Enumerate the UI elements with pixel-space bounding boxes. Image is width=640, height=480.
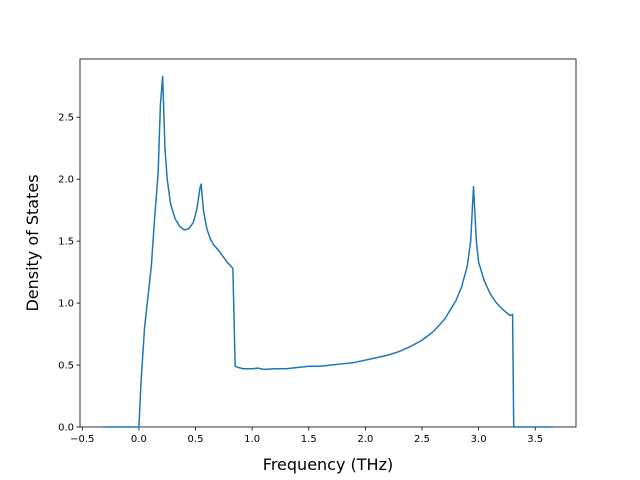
x-tick-label: 2.5 [414,434,430,445]
x-tick-label: 2.0 [357,434,373,445]
x-tick-label: 3.0 [471,434,487,445]
y-tick-label: 2.5 [58,113,74,124]
x-tick-label: 0.5 [188,434,204,445]
data-line [102,75,554,428]
x-tick-label: 3.5 [527,434,543,445]
y-tick-label: 1.0 [58,299,74,310]
y-tick-label: 0.5 [58,361,74,372]
x-tick-label: 1.0 [244,434,260,445]
y-tick-label: 1.5 [58,237,74,248]
x-tick-label: −0.5 [70,434,94,445]
y-tick-label: 2.0 [58,175,74,186]
plot-frame [79,58,577,428]
x-tick-label: 1.5 [301,434,317,445]
y-axis-label: Density of States [23,174,42,311]
x-axis-label: Frequency (THz) [263,455,393,474]
x-tick-label: 0.0 [131,434,147,445]
y-tick-label: 0.0 [58,423,74,434]
